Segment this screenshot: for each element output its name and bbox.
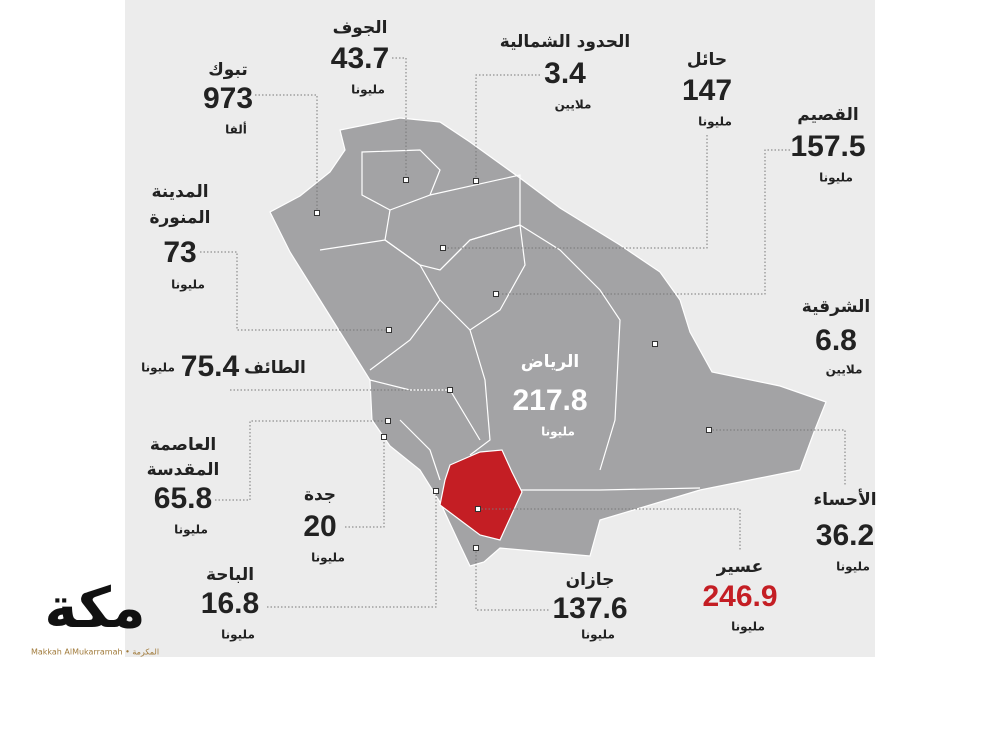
- leader-line: [475, 74, 540, 181]
- region-value: 43.7: [331, 42, 389, 75]
- region-marker: [440, 245, 446, 251]
- region-unit: مليونا: [819, 171, 853, 186]
- region-name: جدة: [304, 485, 336, 505]
- region-value: 147: [682, 74, 732, 107]
- region-unit: مليونا: [351, 83, 385, 98]
- region-value: 36.2: [816, 519, 874, 552]
- region-name: الأحساء: [813, 489, 876, 510]
- logo-caption: Makkah AlMukarramah • المكرمة: [31, 648, 159, 657]
- region-unit: ملايين: [826, 363, 863, 377]
- leader-line: [215, 420, 388, 501]
- region-unit: مليونا: [174, 523, 208, 538]
- region-name: الطائف: [244, 358, 306, 378]
- region-unit: مليونا: [141, 361, 175, 376]
- region-marker: [314, 210, 320, 216]
- leader-line: [345, 437, 385, 528]
- region-marker: [652, 341, 658, 347]
- region-value: 65.8: [154, 482, 212, 515]
- region-value: 3.4: [544, 57, 586, 90]
- region-marker: [381, 434, 387, 440]
- region-unit: مليونا: [836, 560, 870, 575]
- asir-region: [439, 449, 523, 541]
- region-value: 246.9: [702, 580, 777, 613]
- region-name: المدينة: [151, 182, 208, 202]
- region-name: جازان: [566, 570, 615, 590]
- region-value: 217.8: [512, 384, 587, 417]
- region-marker: [473, 545, 479, 551]
- leader-line: [200, 251, 389, 331]
- logo-title: مكة: [44, 576, 145, 641]
- region-marker: [706, 427, 712, 433]
- region-marker: [447, 387, 453, 393]
- region-unit: مليونا: [541, 425, 575, 440]
- leader-line: [265, 491, 437, 608]
- leader-line: [392, 57, 407, 180]
- region-marker: [403, 177, 409, 183]
- region-name: تبوك: [208, 60, 248, 80]
- region-marker: [493, 291, 499, 297]
- region-name: الحدود الشمالية: [500, 32, 630, 52]
- region-name: الجوف: [333, 18, 388, 38]
- region-name: المقدسة: [147, 460, 220, 480]
- region-unit: مليونا: [698, 115, 732, 130]
- leader-line: [443, 135, 708, 249]
- region-value: 16.8: [201, 587, 259, 620]
- region-value: 6.8: [815, 324, 857, 357]
- region-value: 157.5: [790, 130, 865, 163]
- region-name: الباحة: [206, 565, 254, 585]
- region-borders: [319, 149, 701, 491]
- region-unit: ألفا: [225, 122, 247, 137]
- region-marker: [433, 488, 439, 494]
- region-unit: مليونا: [171, 278, 205, 293]
- region-name: المنورة: [149, 208, 210, 228]
- region-name: عسير: [716, 557, 763, 577]
- region-value: 73: [163, 236, 196, 269]
- region-marker: [475, 506, 481, 512]
- region-marker: [386, 327, 392, 333]
- leader-line: [709, 429, 846, 485]
- region-name: الرياض: [521, 352, 579, 372]
- region-unit: مليونا: [311, 551, 345, 566]
- region-value: 973: [203, 82, 253, 115]
- region-unit: ملايين: [555, 98, 592, 112]
- region-value: 75.4: [181, 350, 240, 383]
- region-marker: [385, 418, 391, 424]
- region-marker: [473, 178, 479, 184]
- region-value: 137.6: [552, 592, 627, 625]
- logo: مكة Makkah AlMukarramah • المكرمة: [31, 576, 159, 656]
- region-unit: مليونا: [221, 628, 255, 643]
- region-name: حائل: [687, 50, 727, 70]
- region-value: 20: [303, 510, 336, 543]
- region-unit: مليونا: [731, 620, 765, 635]
- region-name: الشرقية: [802, 297, 870, 317]
- leader-line: [255, 94, 318, 213]
- region-name: القصيم: [797, 105, 858, 125]
- region-name: العاصمة: [150, 435, 216, 455]
- country-map: [269, 117, 827, 567]
- region-unit: مليونا: [581, 628, 615, 643]
